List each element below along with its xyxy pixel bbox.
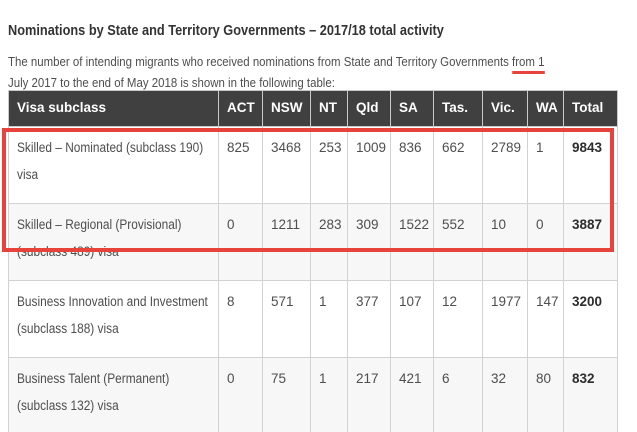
nominations-table: Visa subclass ACT NSW NT Qld SA Tas. Vic…: [8, 90, 618, 432]
row-label-cell: Business Innovation and Investment (subc…: [8, 280, 219, 358]
cell-act: 0: [218, 357, 263, 432]
column-header-qld: Qld: [347, 90, 391, 127]
cell-total: 3887: [563, 203, 618, 281]
column-header-vic: Vic.: [482, 90, 528, 127]
cell-vic: 1977: [482, 280, 528, 358]
cell-wa: 0: [527, 203, 564, 281]
table-row-business-talent-132: Business Talent (Permanent) (subclass 13…: [8, 357, 618, 432]
cell-tas: 662: [433, 126, 483, 204]
cell-total: 3200: [563, 280, 618, 358]
column-header-visa-subclass: Visa subclass: [8, 90, 219, 127]
cell-total: 832: [563, 357, 618, 432]
column-header-sa: SA: [390, 90, 434, 127]
table-row-business-innovation-188: Business Innovation and Investment (subc…: [8, 280, 618, 358]
annotation-underline-1: from 1: [512, 54, 545, 74]
cell-tas: 12: [433, 280, 483, 358]
cell-vic: 32: [482, 357, 528, 432]
column-header-nsw: NSW: [262, 90, 311, 127]
cell-wa: 1: [527, 126, 564, 204]
cell-sa: 1522: [390, 203, 434, 281]
page-title: Nominations by State and Territory Gover…: [8, 23, 503, 39]
cell-nsw: 1211: [262, 203, 311, 281]
cell-nsw: 571: [262, 280, 311, 358]
intro-text-2: is shown in the following table:: [177, 75, 335, 90]
cell-act: 825: [218, 126, 263, 204]
cell-vic: 2789: [482, 126, 528, 204]
column-header-wa: WA: [527, 90, 564, 127]
intro-line-1: The number of intending migrants who rec…: [8, 54, 618, 75]
intro-line-2: July 2017 to the end of May 2018 is show…: [8, 75, 618, 96]
cell-sa: 107: [390, 280, 434, 358]
cell-sa: 421: [390, 357, 434, 432]
cell-qld: 1009: [347, 126, 391, 204]
row-label-cell: Skilled – Nominated (subclass 190) visa: [8, 126, 219, 204]
row-label-cell: Business Talent (Permanent) (subclass 13…: [8, 357, 219, 432]
table-header-row: Visa subclass ACT NSW NT Qld SA Tas. Vic…: [8, 90, 618, 127]
row-label: Skilled – Nominated (subclass 190) visa: [17, 140, 204, 182]
cell-nsw: 3468: [262, 126, 311, 204]
cell-wa: 147: [527, 280, 564, 358]
intro-text-1: The number of intending migrants who rec…: [8, 54, 513, 69]
cell-nt: 1: [310, 357, 348, 432]
column-header-tas: Tas.: [433, 90, 483, 127]
table-row-skilled-nominated-190: Skilled – Nominated (subclass 190) visa …: [8, 126, 618, 204]
cell-qld: 309: [347, 203, 391, 281]
cell-qld: 377: [347, 280, 391, 358]
cell-tas: 552: [433, 203, 483, 281]
row-label: Business Innovation and Investment (subc…: [17, 294, 208, 336]
cell-nt: 253: [310, 126, 348, 204]
row-label: Business Talent (Permanent) (subclass 13…: [17, 371, 170, 413]
table-row-skilled-regional-489: Skilled – Regional (Provisional) (subcla…: [8, 203, 618, 281]
cell-qld: 217: [347, 357, 391, 432]
column-header-nt: NT: [310, 90, 348, 127]
row-label: Skilled – Regional (Provisional) (subcla…: [17, 217, 182, 259]
column-header-total: Total: [563, 90, 618, 127]
cell-total: 9843: [563, 126, 618, 204]
page-title-text: Nominations by State and Territory Gover…: [8, 22, 444, 39]
row-label-cell: Skilled – Regional (Provisional) (subcla…: [8, 203, 219, 281]
cell-tas: 6: [433, 357, 483, 432]
cell-wa: 80: [527, 357, 564, 432]
cell-vic: 10: [482, 203, 528, 281]
cell-act: 0: [218, 203, 263, 281]
annotation-underline-2: July 2017 to the end of May 2018: [8, 75, 178, 96]
cell-sa: 836: [390, 126, 434, 204]
cell-nt: 1: [310, 280, 348, 358]
column-header-act: ACT: [218, 90, 263, 127]
intro-paragraph: The number of intending migrants who rec…: [8, 54, 618, 96]
cell-act: 8: [218, 280, 263, 358]
cell-nt: 283: [310, 203, 348, 281]
cell-nsw: 75: [262, 357, 311, 432]
